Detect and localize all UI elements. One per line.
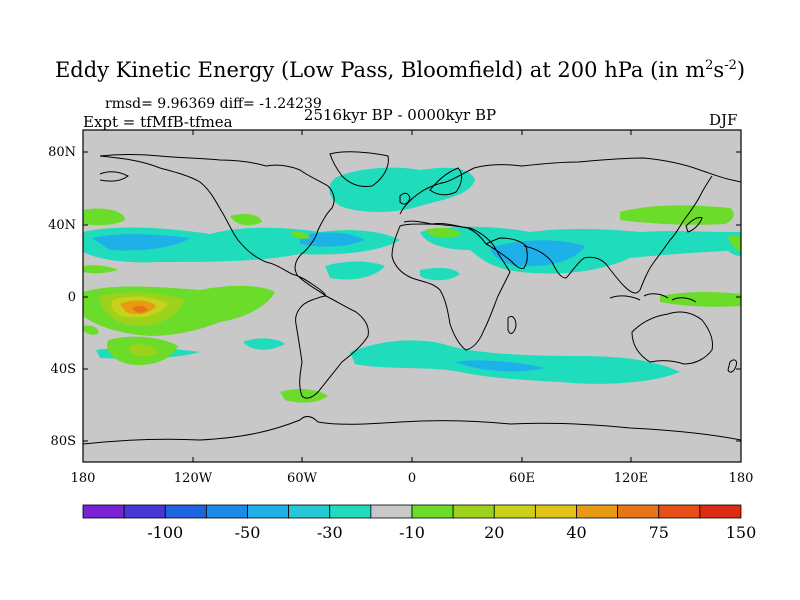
coastlines bbox=[83, 151, 741, 445]
lon-label-180w: 180 bbox=[71, 471, 96, 486]
alaska-coast bbox=[99, 171, 129, 182]
japan-coast bbox=[685, 217, 703, 233]
lon-label-60e: 60E bbox=[509, 471, 535, 486]
maritime-continent-coast bbox=[609, 293, 697, 303]
north-america-positive bbox=[290, 231, 310, 239]
africa-tropical-negative bbox=[420, 267, 460, 281]
lat-label-40n: 40N bbox=[48, 218, 76, 233]
plot-title: Eddy Kinetic Energy (Low Pass, Bloomfiel… bbox=[54, 58, 746, 82]
europe-coast bbox=[399, 157, 741, 215]
pacific-negative-core bbox=[92, 234, 190, 251]
colorbar-label: -100 bbox=[147, 523, 183, 542]
pacific-north-edge-positive bbox=[83, 265, 118, 274]
mediterranean-coast bbox=[403, 220, 487, 245]
asia-south-coast bbox=[523, 175, 713, 294]
experiment-label: Expt = tfMfB-tfmea bbox=[83, 113, 233, 131]
south-atlantic-negative bbox=[243, 338, 285, 350]
colorbar-swatch bbox=[617, 504, 660, 519]
africa-coast bbox=[391, 223, 511, 351]
lon-label-120w: 120W bbox=[174, 471, 213, 486]
anomaly-field bbox=[83, 167, 741, 403]
colorbar-label: -10 bbox=[399, 523, 425, 542]
colorbar-swatch bbox=[452, 504, 495, 519]
southern-ocean-negative-core bbox=[455, 360, 545, 372]
north-atlantic-negative bbox=[329, 167, 475, 212]
stats-label: rmsd= 9.96369 diff= -1.24239 bbox=[105, 96, 322, 112]
north-pacific-positive-east bbox=[230, 214, 262, 226]
australia-coast bbox=[631, 311, 713, 365]
britain-coast bbox=[399, 192, 411, 205]
indian-ocean-positive bbox=[425, 227, 462, 239]
lon-label-180e: 180 bbox=[729, 471, 754, 486]
tropical-pacific-red-core bbox=[132, 305, 148, 313]
nw-pacific-jet-positive bbox=[620, 205, 734, 225]
colorbar: -100 -50 -30 -10 20 40 75 150 bbox=[82, 504, 757, 542]
north-america-coast bbox=[99, 154, 335, 297]
period-label: 2516kyr BP - 0000kyr BP bbox=[303, 106, 497, 124]
antarctica-coast bbox=[83, 415, 741, 445]
south-pacific-positive-core bbox=[130, 344, 158, 357]
colorbar-swatch bbox=[123, 504, 166, 519]
colorbar-label: 40 bbox=[566, 523, 586, 542]
season-label: DJF bbox=[709, 111, 738, 129]
latitude-axis: 80N 40N 0 40S 80S bbox=[48, 145, 741, 449]
scandinavia-coast bbox=[429, 167, 463, 196]
colorbar-swatch bbox=[534, 504, 577, 519]
west-pacific-tropical-positive bbox=[660, 292, 741, 307]
colorbar-label: 75 bbox=[649, 523, 669, 542]
colorbar-swatch bbox=[82, 504, 125, 519]
colorbar-label: -30 bbox=[317, 523, 343, 542]
arabia-coast bbox=[485, 237, 528, 269]
colorbar-swatch bbox=[247, 504, 290, 519]
colorbar-label: 150 bbox=[726, 523, 757, 542]
nw-pacific-positive bbox=[83, 208, 125, 226]
lat-label-80n: 80N bbox=[48, 145, 76, 160]
greenland-coast bbox=[329, 151, 389, 187]
colorbar-swatch bbox=[493, 504, 536, 519]
tropical-atlantic-negative bbox=[325, 261, 385, 280]
colorbar-swatch bbox=[699, 504, 742, 519]
lon-label-120e: 120E bbox=[614, 471, 648, 486]
south-america-positive bbox=[280, 389, 328, 403]
lat-label-80s: 80S bbox=[51, 434, 76, 449]
longitude-axis: 180 120W 60W 0 60E 120E 180 bbox=[71, 130, 754, 486]
colorbar-label: 20 bbox=[484, 523, 504, 542]
colorbar-swatch bbox=[164, 504, 207, 519]
new-zealand-coast bbox=[727, 359, 737, 373]
lat-label-40s: 40S bbox=[51, 362, 76, 377]
colorbar-swatch bbox=[411, 504, 454, 519]
madagascar-coast bbox=[507, 315, 517, 334]
asia-negative-core bbox=[490, 240, 585, 267]
lon-label-60w: 60W bbox=[287, 471, 318, 486]
southern-ocean-negative-belt bbox=[350, 340, 680, 384]
south-america-coast bbox=[295, 295, 369, 399]
colorbar-swatch bbox=[370, 504, 413, 519]
east-pacific-positive bbox=[728, 235, 741, 252]
colorbar-swatch bbox=[329, 504, 372, 519]
colorbar-swatch bbox=[288, 504, 331, 519]
colorbar-swatch bbox=[658, 504, 701, 519]
pacific-southwest-positive bbox=[83, 325, 99, 335]
lat-label-eq: 0 bbox=[68, 290, 76, 305]
colorbar-label: -50 bbox=[235, 523, 261, 542]
colorbar-swatch bbox=[576, 504, 619, 519]
lon-label-0: 0 bbox=[408, 471, 416, 486]
colorbar-swatch bbox=[205, 504, 248, 519]
